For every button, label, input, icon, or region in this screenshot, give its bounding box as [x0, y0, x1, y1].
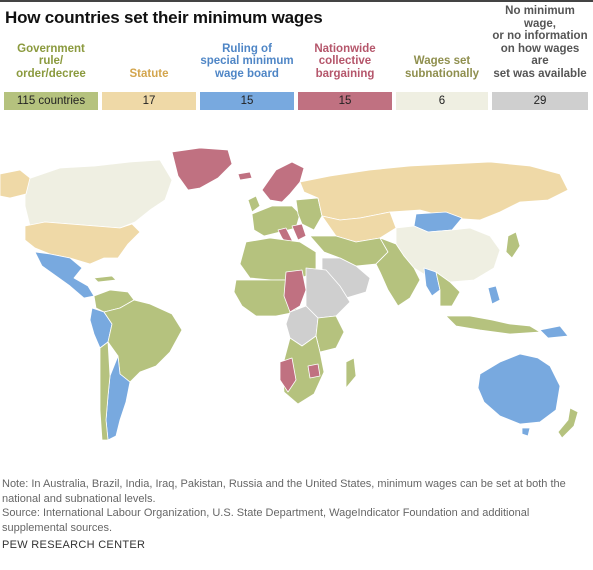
note-text: Note: In Australia, Brazil, India, Iraq,… — [2, 478, 566, 505]
region-namibia — [279, 357, 297, 393]
legend-label: Wages set subnationally — [404, 55, 480, 80]
world-map — [0, 140, 593, 470]
region-north-africa — [239, 237, 317, 281]
note-block: Note: In Australia, Brazil, India, Iraq,… — [2, 477, 582, 535]
legend-count-box: 15 — [200, 92, 294, 110]
legend-no-minimum-wage: No minimum wage, or no information on ho… — [492, 5, 588, 110]
region-mexico — [34, 251, 95, 299]
region-east-africa — [315, 315, 345, 353]
region-russia — [299, 161, 569, 221]
region-caribbean — [93, 275, 117, 283]
legend-subnational: Wages set subnationally 6 — [396, 40, 488, 110]
region-alaska — [0, 169, 31, 199]
region-scandinavia — [261, 161, 305, 203]
region-madagascar — [345, 357, 357, 389]
legend-label: Nationwide collective bargaining — [314, 42, 376, 80]
region-south-asia — [375, 237, 421, 307]
region-greenland — [171, 147, 233, 191]
legend-count-box: 15 — [298, 92, 392, 110]
region-brazil — [103, 299, 183, 383]
region-tasmania — [521, 427, 531, 437]
region-southeast-asia — [435, 271, 461, 307]
legend-count-box: 29 — [492, 92, 588, 110]
region-philippines — [487, 285, 501, 305]
region-new-zealand — [557, 407, 579, 439]
legend-statute: Statute 17 — [102, 40, 196, 110]
region-canada — [24, 159, 173, 229]
region-united-states — [24, 221, 141, 265]
region-chad — [283, 269, 307, 313]
source-text: Source: International Labour Organizatio… — [2, 507, 530, 534]
region-iceland — [237, 171, 253, 181]
legend-count-box: 6 — [396, 92, 488, 110]
region-papua — [539, 325, 569, 339]
region-australia — [477, 353, 561, 425]
world-map-svg — [0, 147, 579, 441]
legend-label: Statute — [129, 67, 169, 80]
legend-label: No minimum wage, or no information on ho… — [492, 5, 588, 80]
credit-line: PEW RESEARCH CENTER — [2, 539, 146, 551]
legend-wage-board: Ruling of special minimum wage board 15 — [200, 40, 294, 110]
region-west-africa — [233, 279, 301, 317]
region-myanmar — [423, 267, 441, 297]
region-japan — [505, 231, 521, 259]
page-title: How countries set their minimum wages — [5, 8, 323, 27]
region-balkans — [291, 223, 307, 241]
region-chile — [99, 341, 111, 441]
legend-count-box: 17 — [102, 92, 196, 110]
region-zimbabwe — [307, 363, 321, 379]
legend-collective-bargaining: Nationwide collective bargaining 15 — [298, 40, 392, 110]
top-rule — [0, 0, 593, 2]
region-western-europe — [251, 205, 301, 237]
region-indonesia — [445, 315, 541, 335]
region-uk — [247, 195, 261, 213]
legend-label: Ruling of special minimum wage board — [200, 42, 294, 80]
legend-label: Government rule/ order/decree — [16, 42, 86, 80]
legend-government-rule: Government rule/ order/decree 115 countr… — [4, 40, 98, 110]
legend-count-box: 115 countries — [4, 92, 98, 110]
